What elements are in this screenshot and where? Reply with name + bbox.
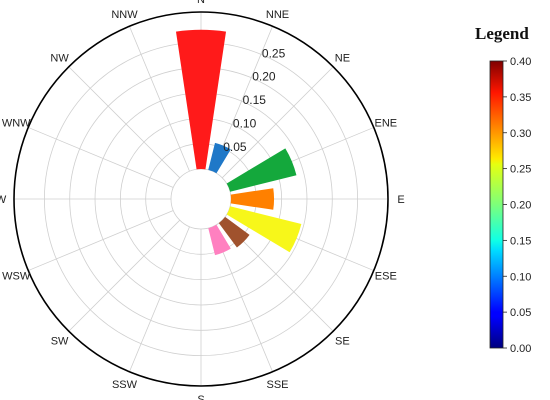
bar-e bbox=[230, 188, 275, 210]
colorbar-ticks: 0.00 0.05 0.10 0.15 0.20 0.25 0.30 0.35 0.40 bbox=[503, 56, 531, 355]
grid-circle-origin bbox=[170, 168, 232, 230]
radial-tick-labels: 0.05 0.10 0.15 0.20 0.25 bbox=[223, 46, 285, 154]
polar-bars bbox=[175, 29, 302, 256]
direction-label-sw: SW bbox=[51, 335, 69, 347]
legend-title: Legend bbox=[475, 24, 529, 43]
radial-tick-label: 0.20 bbox=[252, 70, 276, 84]
grid-spoke bbox=[129, 226, 190, 372]
colorbar-tick-label: 0.05 bbox=[510, 307, 531, 319]
direction-label-nw: NW bbox=[50, 53, 69, 65]
radial-tick-label: 0.25 bbox=[262, 46, 286, 60]
direction-label-s: S bbox=[197, 394, 204, 400]
direction-labels: N NNE NE ENE E ESE SE SSE S SSW SW WSW W WNW NW NNW bbox=[0, 0, 405, 400]
polar-frame bbox=[13, 11, 389, 387]
direction-label-nne: NNE bbox=[266, 9, 289, 21]
colorbar-tick-label: 0.25 bbox=[510, 164, 531, 176]
colorbar-tick-label: 0.10 bbox=[510, 271, 531, 283]
bar-se bbox=[218, 216, 250, 248]
direction-label-se: SE bbox=[335, 335, 350, 347]
colorbar-tick-label: 0.30 bbox=[510, 128, 531, 140]
grid-spoke bbox=[68, 66, 181, 179]
colorbar bbox=[489, 60, 504, 349]
direction-label-ene: ENE bbox=[374, 118, 397, 130]
bar-sse bbox=[208, 224, 231, 256]
grid-spoke bbox=[68, 219, 181, 332]
direction-label-nnw: NNW bbox=[111, 9, 138, 21]
direction-label-n: N bbox=[197, 0, 205, 6]
direction-label-wnw: WNW bbox=[2, 118, 31, 130]
bar-ese bbox=[226, 206, 302, 253]
colorbar-tick-label: 0.35 bbox=[510, 92, 531, 104]
radial-tick-label: 0.10 bbox=[233, 117, 257, 131]
bar-ene bbox=[226, 148, 297, 192]
colorbar-tick-label: 0.40 bbox=[510, 56, 531, 68]
direction-label-wsw: WSW bbox=[2, 271, 31, 283]
grid-spoke bbox=[129, 26, 190, 172]
colorbar-tick-label: 0.00 bbox=[510, 343, 531, 355]
grid-spoke bbox=[221, 66, 334, 179]
radial-tick-label: 0.05 bbox=[223, 140, 247, 154]
direction-label-sse: SSE bbox=[266, 379, 288, 391]
direction-label-w: W bbox=[0, 194, 7, 206]
direction-label-e: E bbox=[397, 194, 404, 206]
grid-spoke bbox=[28, 127, 174, 188]
direction-label-ne: NE bbox=[335, 53, 350, 65]
bar-n bbox=[175, 29, 227, 170]
radial-tick-label: 0.15 bbox=[243, 93, 267, 107]
polar-outline bbox=[13, 11, 389, 387]
grid-spoke bbox=[28, 210, 174, 271]
bar-nne bbox=[208, 142, 231, 174]
direction-label-ese: ESE bbox=[375, 271, 397, 283]
colorbar-tick-label: 0.20 bbox=[510, 200, 531, 212]
direction-label-ssw: SSW bbox=[112, 379, 138, 391]
colorbar-tick-label: 0.15 bbox=[510, 235, 531, 247]
